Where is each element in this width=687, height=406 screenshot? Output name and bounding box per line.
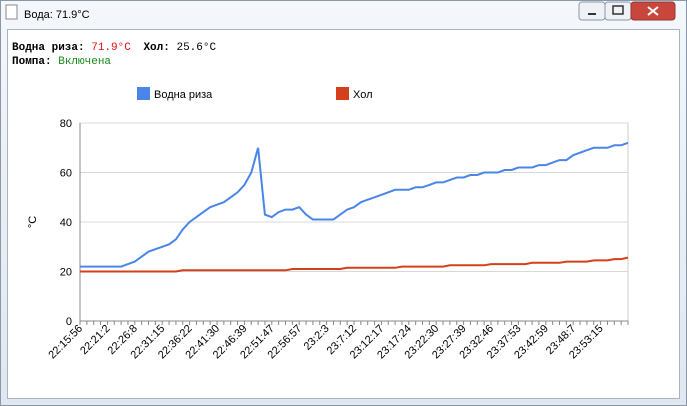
- legend-label: Водна риза: [154, 89, 213, 101]
- close-icon: [647, 6, 659, 16]
- y-tick-label: 20: [60, 267, 72, 279]
- window-title: Вода: 71.9°C: [24, 9, 90, 21]
- y-tick-label: 40: [60, 217, 72, 229]
- y-tick-label: 60: [60, 168, 72, 180]
- minimize-button[interactable]: [578, 1, 606, 21]
- window-controls: [578, 1, 676, 21]
- app-icon: [5, 4, 18, 20]
- y-axis-label: °C: [27, 216, 39, 228]
- legend-label: Хол: [353, 89, 373, 101]
- legend-swatch: [336, 87, 349, 100]
- status-value: 25.6°C: [176, 42, 216, 54]
- y-tick-label: 0: [66, 316, 72, 328]
- status-line: Водна риза: 71.9°C Хол: 25.6°C: [12, 42, 216, 54]
- maximize-icon: [612, 5, 624, 15]
- series-line: [80, 141, 629, 268]
- maximize-button[interactable]: [604, 1, 632, 21]
- status-value: Включена: [58, 56, 111, 68]
- series-line: [80, 256, 629, 273]
- legend-swatch: [137, 87, 150, 100]
- status-label: Водна риза:: [12, 42, 85, 54]
- status-label: Помпа:: [12, 56, 52, 68]
- status-value: 71.9°C: [91, 42, 131, 54]
- y-tick-label: 80: [60, 118, 72, 130]
- status-label: Хол:: [143, 42, 169, 54]
- chart: 020406080°C22:15:5622:21:222:26:822:31:1…: [27, 87, 629, 361]
- status-line: Помпа: Включена: [12, 56, 111, 68]
- minimize-icon: [588, 13, 596, 15]
